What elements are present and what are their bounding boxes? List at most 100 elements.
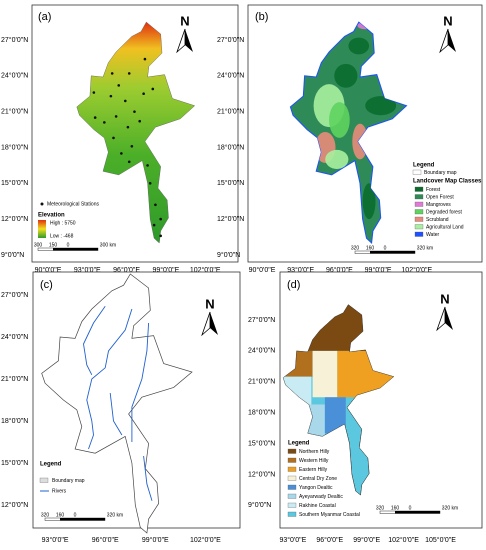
legend-text: Central Dry Zone — [299, 476, 337, 482]
landcover-patch — [365, 96, 397, 116]
river — [109, 392, 123, 436]
legend-swatch — [414, 194, 424, 200]
scale-label: 320 — [351, 245, 360, 251]
latitude-label: 24°0'0"N — [1, 333, 28, 341]
legend-swatch — [287, 475, 297, 481]
latitude-label: 24°0'0"N — [1, 72, 28, 80]
scale-label: 320 km — [442, 505, 458, 511]
longitude-label: 93°0'0"E — [74, 266, 101, 274]
latitude-label: 18°0'0"N — [217, 143, 244, 151]
scale-bar — [410, 511, 440, 514]
region — [312, 350, 338, 398]
landcover-patch — [334, 63, 358, 88]
legend-swatch — [412, 169, 422, 175]
legend-swatch — [414, 186, 424, 192]
longitude-label: 102°0'0"E — [190, 266, 221, 274]
legend-swatch — [414, 231, 424, 237]
scale-label: 160 — [391, 505, 400, 511]
station — [114, 115, 118, 118]
legend-swatch — [287, 511, 297, 517]
region — [324, 397, 346, 434]
longitude-label: 102°0'0"E — [401, 266, 432, 274]
latitude-label: 15°0'0"N — [1, 459, 28, 467]
scale-bar — [75, 518, 105, 521]
landcover-patch — [325, 149, 349, 169]
longitude-label: 93°0'0"E — [279, 536, 306, 544]
legend-text: Ayeyarwady Dealtic — [299, 494, 343, 500]
latitude-label: 12°0'0"N — [1, 501, 28, 509]
station — [103, 121, 106, 124]
latitude-label: 12°0'0"N — [248, 470, 275, 478]
longitude-label: 96°0'0"E — [316, 536, 343, 544]
country — [76, 21, 196, 244]
latitude-label: 9°0'0"N — [217, 251, 240, 259]
legend-swatch — [287, 457, 297, 463]
panel: 27°0'0"N 24°0'0"N 21°0'0"N 18°0'0"N 15°0'0"N… — [1, 4, 239, 274]
legend-text: Boundary map — [424, 170, 457, 176]
longitude-label: 90°0'0"E — [35, 266, 62, 274]
legend-text: Rivers — [52, 488, 67, 494]
scale-label: 300 km — [100, 242, 116, 248]
legend-swatch — [287, 502, 297, 508]
longitude-label: 96°0'0"E — [113, 266, 140, 274]
station — [120, 152, 123, 155]
map — [41, 273, 193, 534]
latitude-label: 21°0'0"N — [248, 378, 275, 386]
legend-dot — [40, 202, 44, 206]
legend-text: Water — [426, 232, 439, 238]
longitude-label: 90°0'0"E — [249, 266, 276, 274]
scale-bar — [60, 518, 75, 521]
latitude-label: 24°0'0"N — [217, 72, 244, 80]
scale-label: 300 — [34, 242, 43, 248]
station — [92, 91, 96, 94]
latitude-label: 12°0'0"N — [217, 215, 244, 223]
station — [143, 57, 147, 61]
scale-label: 0 — [67, 242, 70, 248]
scale-label: 320 — [376, 505, 385, 511]
station — [152, 223, 156, 227]
legend-text: Forest — [426, 187, 441, 193]
longitude-label: 99°0'0"E — [365, 266, 392, 274]
panel-label: (d) — [287, 279, 300, 291]
legend-text: Western Hilly — [299, 458, 329, 464]
landcover-patch — [348, 37, 370, 55]
latitude-label: 18°0'0"N — [248, 409, 275, 417]
river — [131, 322, 150, 442]
scale-bar — [53, 248, 68, 251]
station — [110, 72, 114, 75]
legend-text: Mangroves — [426, 202, 451, 208]
station — [133, 110, 136, 113]
north-arrow — [210, 312, 218, 335]
scale-label: 320 km — [417, 245, 433, 251]
latitude-label: 21°0'0"N — [1, 107, 28, 115]
legend-title: Legend — [40, 462, 62, 468]
scale-label: 320 km — [107, 512, 123, 518]
legend-text: Agricultural Land — [426, 224, 464, 230]
legend-swatch — [39, 477, 49, 483]
legend-title: Legend — [288, 441, 310, 447]
station — [127, 72, 131, 75]
legend-text: Meteorological Stations — [47, 201, 99, 207]
river — [83, 305, 106, 376]
scale-label: 0 — [409, 505, 412, 511]
legend-text: Yangon Dealtic — [299, 485, 333, 491]
station — [117, 84, 121, 87]
legend-swatch — [414, 224, 424, 230]
panel: 27°0'0"N 24°0'0"N 21°0'0"N 18°0'0"N 15°0'0"N… — [1, 271, 241, 544]
legend-swatch — [287, 484, 297, 490]
station — [130, 144, 134, 148]
north-arrow — [185, 29, 193, 52]
north-label: N — [205, 296, 214, 311]
legend-text: Low : -468 — [50, 233, 74, 239]
map — [76, 21, 196, 244]
latitude-label: 27°0'0"N — [217, 36, 244, 44]
latitude-label: 21°0'0"N — [1, 375, 28, 383]
scale-label: 0 — [384, 245, 387, 251]
station — [123, 99, 127, 103]
panel-label: (b) — [255, 11, 268, 23]
station — [109, 94, 113, 98]
latitude-label: 24°0'0"N — [248, 347, 275, 355]
legend-title: Legend — [413, 163, 435, 169]
station — [142, 92, 145, 96]
